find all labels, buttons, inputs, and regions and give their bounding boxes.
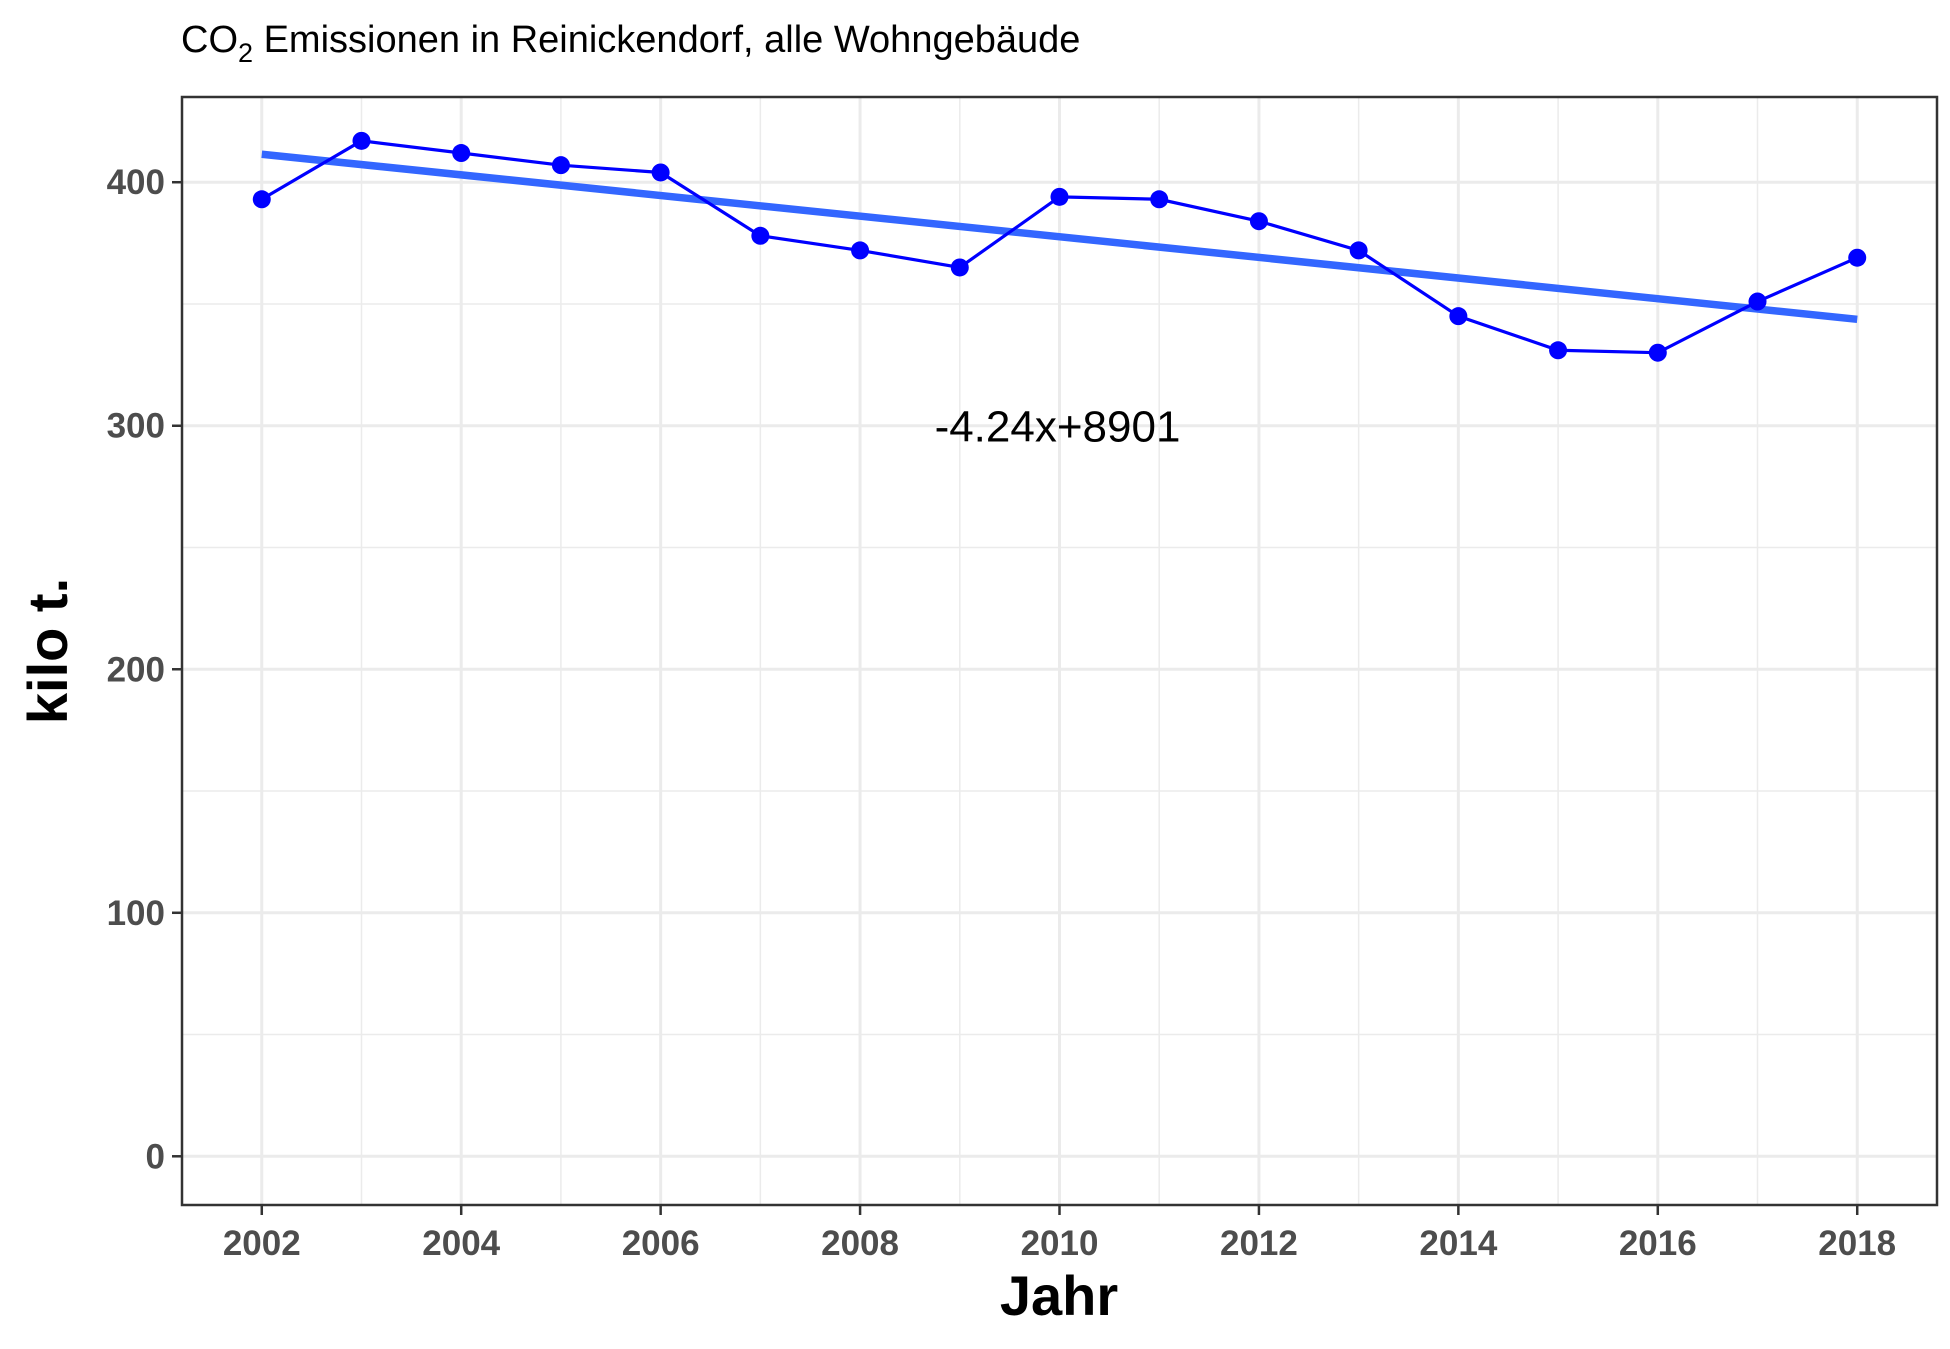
x-axis-title: Jahr bbox=[1000, 1264, 1118, 1327]
data-point bbox=[1848, 248, 1867, 267]
x-axis: 2002 2004 2006 2008 2010 2012 2014 2016 2018 bbox=[223, 1205, 1896, 1263]
data-point bbox=[1249, 212, 1268, 231]
x-tick-label: 2014 bbox=[1419, 1224, 1497, 1263]
x-tick-label: 2004 bbox=[422, 1224, 500, 1263]
y-tick-label: 200 bbox=[107, 650, 165, 689]
data-point bbox=[1349, 241, 1368, 260]
trendline-layer bbox=[261, 150, 1858, 324]
x-tick-label: 2010 bbox=[1021, 1224, 1099, 1263]
data-point bbox=[651, 163, 670, 182]
data-point bbox=[551, 156, 570, 175]
data-point bbox=[1549, 341, 1568, 360]
data-point bbox=[252, 190, 271, 209]
data-point bbox=[452, 144, 471, 163]
series-layer bbox=[252, 131, 1867, 362]
data-point bbox=[851, 241, 870, 260]
data-point bbox=[1748, 292, 1767, 311]
data-point bbox=[751, 226, 770, 245]
y-tick-label: 100 bbox=[107, 894, 165, 933]
x-tick-label: 2006 bbox=[622, 1224, 700, 1263]
data-point bbox=[1050, 187, 1069, 206]
chart-title: CO2 Emissionen in Reinickendorf, alle Wo… bbox=[181, 19, 1080, 68]
y-tick-label: 400 bbox=[107, 163, 165, 202]
x-tick-label: 2016 bbox=[1619, 1224, 1697, 1263]
x-tick-label: 2018 bbox=[1818, 1224, 1896, 1263]
data-point bbox=[1150, 190, 1169, 209]
x-tick-label: 2002 bbox=[223, 1224, 301, 1263]
data-point bbox=[950, 258, 969, 277]
data-point bbox=[352, 131, 371, 150]
x-tick-label: 2008 bbox=[821, 1224, 899, 1263]
y-axis-title: kilo t. bbox=[16, 578, 79, 724]
y-axis: 0 100 200 300 400 bbox=[107, 163, 182, 1176]
y-tick-label: 300 bbox=[107, 407, 165, 446]
y-tick-label: 0 bbox=[146, 1137, 165, 1176]
x-tick-label: 2012 bbox=[1220, 1224, 1298, 1263]
data-point bbox=[1648, 343, 1667, 362]
data-point bbox=[1449, 307, 1468, 326]
trendline bbox=[261, 150, 1858, 324]
grid-major bbox=[182, 97, 1937, 1205]
trendline-equation-label: -4.24x+8901 bbox=[935, 403, 1181, 452]
